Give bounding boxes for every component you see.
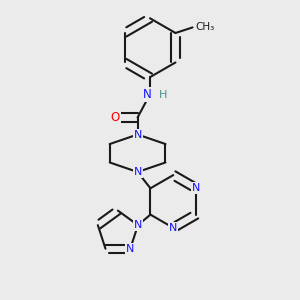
Text: N: N [169,223,177,233]
Text: N: N [134,220,142,230]
Text: N: N [126,244,134,254]
Text: N: N [143,88,152,101]
Text: H: H [159,91,168,100]
Text: N: N [134,167,142,177]
Text: CH₃: CH₃ [195,22,214,32]
Text: N: N [134,130,142,140]
Text: N: N [192,183,200,193]
Text: O: O [110,111,120,124]
